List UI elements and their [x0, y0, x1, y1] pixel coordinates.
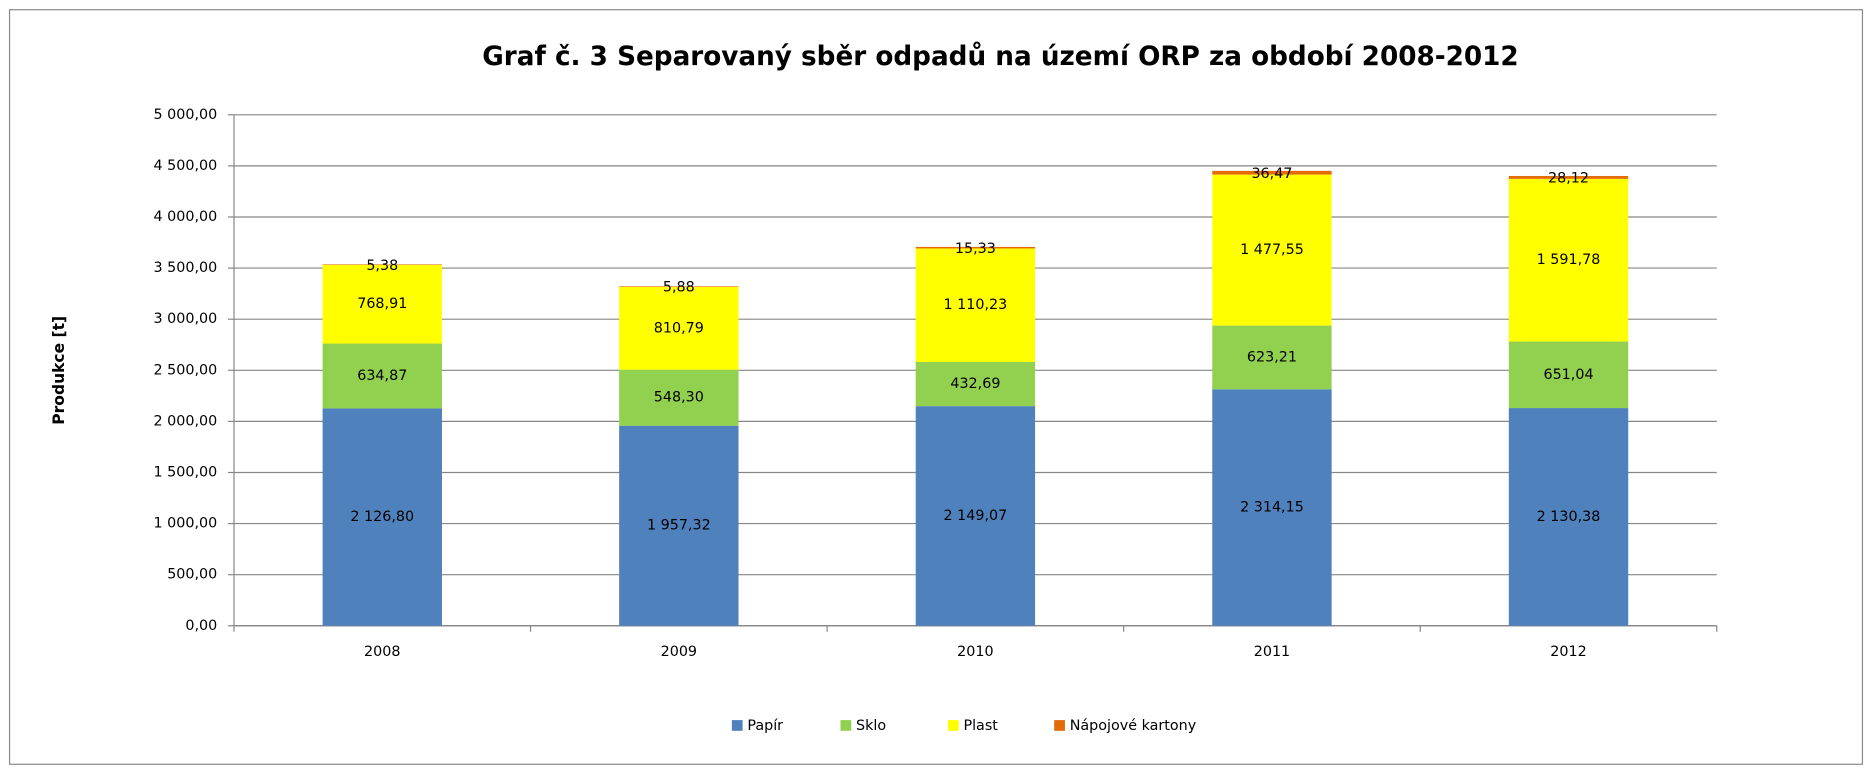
y-tick-label: 4 500,00	[154, 158, 218, 174]
y-tick-label: 4 000,00	[154, 209, 218, 225]
bar-segment	[1212, 325, 1332, 390]
bar-segment	[1508, 341, 1629, 409]
data-label: 5,88	[663, 280, 695, 296]
data-label: 2 130,38	[1537, 509, 1601, 525]
data-label: 432,69	[950, 376, 1000, 392]
bar-segment	[915, 361, 1036, 407]
legend-swatch	[947, 720, 959, 731]
data-label: 15,33	[955, 241, 996, 257]
x-tick-label: 2010	[957, 644, 993, 660]
legend-label: Sklo	[856, 718, 886, 734]
y-tick-label: 0,00	[185, 618, 217, 634]
bar-segment	[322, 264, 442, 265]
y-tick-label: 3 000,00	[154, 311, 218, 327]
data-label: 1 957,32	[647, 518, 711, 534]
bar-segment	[1508, 178, 1629, 342]
data-label: 36,47	[1251, 166, 1292, 182]
data-label: 810,79	[654, 320, 704, 336]
bar-segment	[1508, 408, 1629, 626]
data-label: 634,87	[357, 368, 407, 384]
x-tick-label: 2012	[1550, 644, 1586, 660]
y-tick-label: 1 500,00	[154, 464, 218, 480]
data-label: 28,12	[1548, 171, 1589, 187]
bar-segment	[1212, 174, 1332, 326]
y-tick-label: 2 500,00	[154, 362, 218, 378]
legend-label: Nápojové kartony	[1070, 718, 1197, 734]
y-axis-label: Produkce [t]	[50, 316, 68, 425]
data-label: 623,21	[1247, 349, 1297, 365]
legend-swatch	[840, 720, 852, 731]
y-tick-label: 500,00	[167, 567, 217, 583]
legend-label: Plast	[963, 718, 998, 734]
legend-swatch	[1054, 720, 1065, 731]
bar-segment	[322, 408, 442, 626]
x-tick-label: 2009	[661, 644, 697, 660]
legend-label: Papír	[747, 718, 783, 734]
bar-segment	[619, 286, 739, 370]
data-label: 2 126,80	[350, 509, 414, 525]
data-label: 651,04	[1543, 367, 1593, 383]
bar-segment	[1508, 175, 1629, 179]
y-tick-label: 5 000,00	[154, 107, 218, 123]
data-label: 5,38	[366, 258, 398, 274]
bar-segment	[322, 264, 442, 344]
y-tick-label: 1 000,00	[154, 516, 218, 532]
bar-segment	[619, 425, 739, 626]
data-label: 768,91	[357, 296, 407, 312]
data-label: 1 477,55	[1240, 242, 1304, 258]
data-label: 2 149,07	[944, 508, 1008, 524]
bar-segment	[619, 369, 739, 426]
data-label: 1 110,23	[944, 297, 1008, 313]
bar-segment	[1212, 170, 1332, 175]
y-tick-label: 2 000,00	[154, 413, 218, 429]
bar-segment	[915, 248, 1036, 362]
bar-segment	[1212, 389, 1332, 626]
x-tick-label: 2008	[364, 644, 400, 660]
y-tick-label: 3 500,00	[154, 260, 218, 276]
legend-swatch	[731, 720, 743, 731]
x-tick-label: 2011	[1254, 644, 1290, 660]
chart-title: Graf č. 3 Separovaný sběr odpadů na územ…	[482, 41, 1518, 72]
data-label: 1 591,78	[1537, 252, 1601, 268]
data-label: 2 314,15	[1240, 500, 1304, 516]
bar-segment	[322, 343, 442, 409]
bar-segment	[915, 406, 1036, 626]
data-label: 548,30	[654, 390, 704, 406]
bar-segment	[619, 286, 739, 287]
bar-segment	[915, 246, 1036, 249]
